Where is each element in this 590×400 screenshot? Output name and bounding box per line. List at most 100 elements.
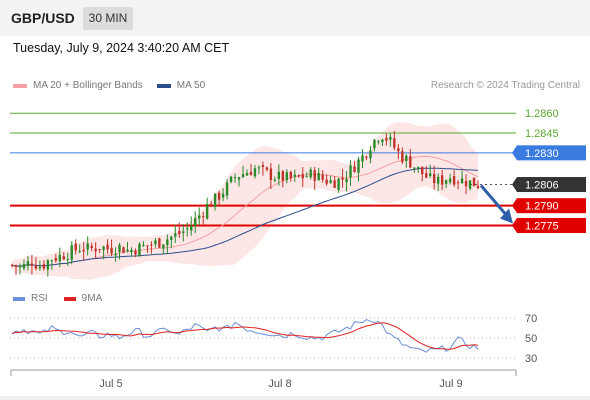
candle-body	[397, 148, 400, 152]
candle	[381, 138, 384, 146]
candle-body	[154, 240, 157, 245]
level-tag-1-2830: 1.2830	[512, 145, 586, 161]
level-tag-1-2806: 1.2806	[512, 177, 586, 193]
candle	[309, 167, 312, 180]
candle	[297, 174, 300, 178]
candle	[42, 260, 46, 271]
candle-body	[30, 263, 34, 266]
credit-text: Research © 2024 Trading Central	[430, 80, 580, 91]
ma50-line	[11, 167, 479, 267]
candle-body	[460, 178, 464, 184]
bottom-border	[0, 396, 590, 400]
candle-body	[325, 179, 328, 184]
candle-body	[293, 174, 296, 177]
candle-body	[14, 265, 18, 267]
candle	[158, 237, 161, 249]
candle	[134, 248, 137, 258]
candle	[86, 236, 89, 256]
level-tag-1-2775: 1.2775	[512, 217, 586, 233]
candle-body	[265, 167, 269, 170]
instrument-title: GBP/USD	[11, 10, 75, 26]
candle	[22, 259, 26, 271]
legend-rsi-ma: 9MA	[63, 293, 103, 304]
candle	[58, 247, 61, 268]
candle-body	[134, 250, 137, 255]
candle-body	[429, 173, 432, 176]
candle-body	[118, 244, 121, 252]
candle-body	[110, 247, 113, 254]
candle	[237, 176, 241, 187]
rsi-tick-70: 70	[525, 313, 537, 325]
level-tag-bg	[517, 145, 586, 161]
candle-body	[257, 167, 261, 169]
candle-body	[468, 180, 472, 189]
candle-body	[329, 180, 332, 183]
candle	[233, 173, 237, 183]
candle	[305, 172, 308, 178]
candle-body	[150, 244, 153, 246]
candle-body	[198, 215, 201, 219]
timeframe-button[interactable]: 30 MIN	[83, 7, 133, 30]
candle-body	[106, 244, 109, 250]
candle-body	[345, 178, 348, 183]
candle-body	[401, 151, 404, 163]
candle-body	[74, 243, 77, 251]
candle-body	[182, 231, 185, 233]
candle	[34, 257, 38, 271]
candle	[405, 153, 408, 168]
candle	[90, 242, 93, 252]
level-label-1-2830: 1.2830	[525, 148, 559, 160]
legend-ma50: MA 50	[156, 80, 205, 91]
candle	[245, 169, 249, 176]
legend-rsi-ma-label: 9MA	[81, 293, 103, 304]
candle-body	[261, 164, 265, 167]
candle	[209, 201, 213, 208]
candle	[241, 165, 245, 179]
candle-body	[138, 243, 141, 257]
candle	[38, 260, 42, 271]
candle-body	[170, 236, 173, 240]
level-tag-bg	[517, 198, 586, 214]
candle	[138, 242, 141, 257]
candle-body	[456, 182, 460, 184]
candle-body	[365, 156, 368, 158]
candle-body	[209, 203, 213, 207]
candle-body	[213, 193, 217, 207]
x-tick-label: Jul 5	[99, 378, 122, 390]
candle	[182, 224, 185, 242]
candle-body	[377, 141, 380, 143]
candle	[213, 193, 217, 211]
candle	[357, 156, 360, 182]
candle	[130, 247, 133, 257]
level-tag-bg	[517, 177, 586, 193]
candle	[452, 170, 456, 187]
candle-body	[472, 177, 476, 187]
candle	[421, 166, 424, 182]
candle	[50, 259, 54, 270]
candle	[369, 145, 372, 164]
candle-body	[34, 265, 38, 269]
candle-body	[201, 216, 205, 218]
candle-body	[393, 138, 396, 148]
candle	[174, 224, 177, 243]
candle	[345, 170, 348, 192]
candle-body	[349, 165, 352, 178]
candle	[118, 242, 121, 260]
candle-body	[241, 174, 245, 178]
level-tag-pointer	[512, 198, 517, 214]
candle	[337, 177, 340, 193]
candle-body	[90, 245, 93, 248]
candle-body	[313, 170, 316, 181]
candle-body	[194, 218, 197, 226]
candle	[265, 166, 269, 172]
candle	[30, 254, 34, 275]
candle-body	[361, 155, 364, 162]
candle	[26, 256, 30, 271]
candle	[333, 176, 336, 188]
candle	[425, 165, 428, 179]
candle-body	[281, 171, 285, 181]
x-tick-label: Jul 8	[268, 378, 291, 390]
rsi-legend: RSI 9MA	[13, 293, 118, 304]
candle-body	[432, 173, 436, 184]
